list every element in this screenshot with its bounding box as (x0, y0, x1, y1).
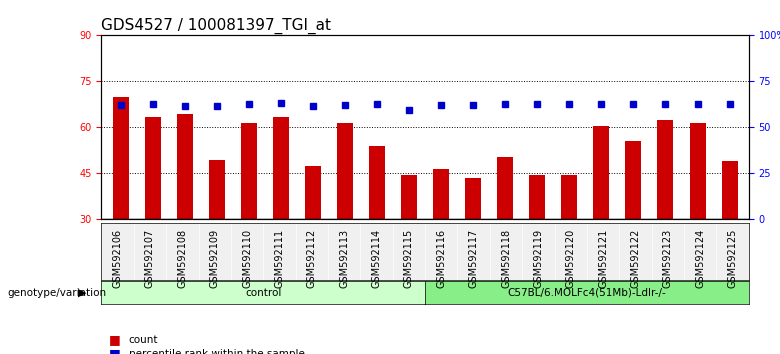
Text: control: control (245, 288, 282, 298)
Bar (690, 123, 706, 219)
Text: GSM592121: GSM592121 (598, 229, 608, 288)
Bar (241, 123, 257, 219)
Text: GSM592122: GSM592122 (630, 229, 640, 288)
Text: GSM592107: GSM592107 (145, 229, 155, 288)
Text: GSM592108: GSM592108 (177, 229, 187, 288)
Text: GDS4527 / 100081397_TGI_at: GDS4527 / 100081397_TGI_at (101, 18, 332, 34)
Text: GSM592109: GSM592109 (210, 229, 220, 288)
Text: GSM592112: GSM592112 (307, 229, 317, 288)
Text: ▶: ▶ (78, 288, 87, 298)
Bar (401, 175, 417, 219)
Text: GSM592125: GSM592125 (728, 229, 738, 288)
Bar (433, 169, 449, 219)
Bar (177, 114, 193, 219)
Bar (626, 141, 641, 219)
Bar (530, 175, 545, 219)
Text: GSM592123: GSM592123 (663, 229, 673, 288)
Text: GSM592120: GSM592120 (566, 229, 576, 288)
Text: genotype/variation: genotype/variation (8, 288, 107, 298)
Text: percentile rank within the sample: percentile rank within the sample (129, 349, 304, 354)
Text: GSM592118: GSM592118 (501, 229, 511, 288)
Bar (658, 120, 673, 219)
Bar (144, 117, 161, 219)
Text: GSM592113: GSM592113 (339, 229, 349, 288)
Bar (722, 161, 738, 219)
Text: GSM592111: GSM592111 (275, 229, 285, 288)
Text: GSM592110: GSM592110 (242, 229, 252, 288)
Text: C57BL/6.MOLFc4(51Mb)-Ldlr-/-: C57BL/6.MOLFc4(51Mb)-Ldlr-/- (508, 288, 666, 298)
Bar (273, 117, 289, 219)
Bar (594, 126, 609, 219)
Text: GSM592115: GSM592115 (404, 229, 414, 288)
Text: ■: ■ (109, 348, 121, 354)
Bar (369, 146, 385, 219)
Text: count: count (129, 335, 158, 345)
Bar (337, 123, 353, 219)
Bar (497, 156, 513, 219)
Text: GSM592117: GSM592117 (469, 229, 479, 288)
Bar (465, 178, 481, 219)
Text: GSM592114: GSM592114 (371, 229, 381, 288)
Text: GSM592106: GSM592106 (112, 229, 122, 288)
Bar (562, 175, 577, 219)
Text: GSM592116: GSM592116 (436, 229, 446, 288)
Text: GSM592124: GSM592124 (695, 229, 705, 288)
Bar (209, 160, 225, 219)
Bar (112, 97, 129, 219)
Text: ■: ■ (109, 333, 121, 346)
Text: GSM592119: GSM592119 (534, 229, 544, 288)
Bar (305, 166, 321, 219)
